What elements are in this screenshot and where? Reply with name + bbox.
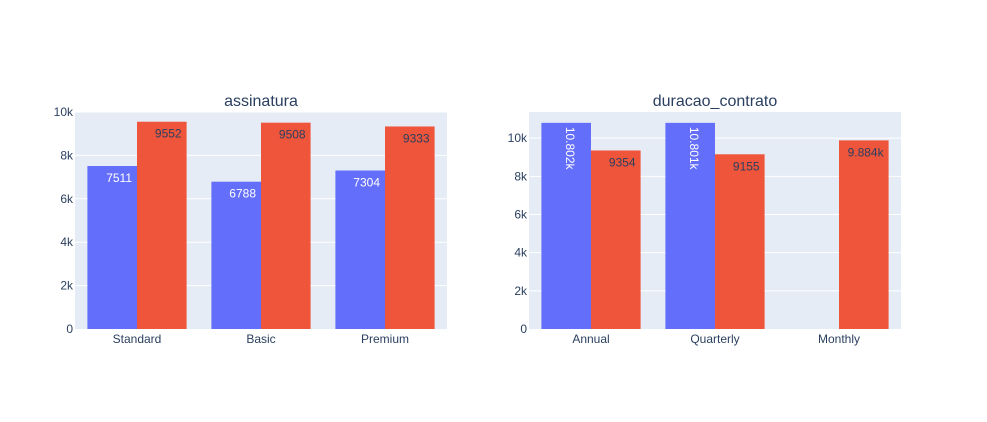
bar [137,121,187,329]
y-tick-label: 6k [514,207,528,221]
x-tick-label: Monthly [818,332,860,346]
x-tick-label: Annual [572,332,609,346]
data-label: 9508 [279,128,306,142]
x-tick-label: Standard [113,332,162,346]
data-label: 9.884k [848,145,885,159]
y-tick-label: 8k [514,169,528,183]
data-label: 9155 [733,159,760,173]
y-tick-label: 10k [508,131,528,145]
data-labels: 10.802k 9354 10.801k 9155 9.884k [563,127,884,173]
bars [87,121,435,330]
x-tick-label: Basic [246,332,275,346]
x-tick-labels: Standard Basic Premium [113,332,409,346]
bar [385,126,435,329]
x-tick-label: Quarterly [690,332,739,346]
y-tick-label: 10k [54,105,74,119]
bar [211,181,261,329]
data-label: 7511 [106,171,132,185]
bars [541,122,889,329]
data-label: 9552 [155,127,182,141]
subplot-duracao-contrato: 10.802k 9354 10.801k 9155 9.884k 0 2k 4k 6k 8k 10… [508,93,901,346]
data-labels: 7511 9552 6788 9508 7304 9333 [106,127,430,201]
data-label: 9354 [609,155,636,169]
x-tick-labels: Annual Quarterly Monthly [572,332,860,346]
bar [261,122,311,330]
data-label: 10.801k [687,127,701,171]
bar [335,170,385,329]
y-tick-label: 0 [66,322,73,336]
subplot-assinatura: 7511 9552 6788 9508 7304 9333 0 2k 4k 6k 8k 10k St… [54,93,447,346]
y-tick-label: 0 [520,322,527,336]
data-label: 9333 [403,131,430,145]
y-tick-label: 2k [514,284,528,298]
data-label: 7304 [353,176,380,190]
bar [839,140,889,329]
y-tick-label: 6k [60,192,74,206]
x-tick-label: Premium [361,332,409,346]
bar [715,154,765,329]
bar [665,122,715,329]
y-tick-labels: 0 2k 4k 6k 8k 10k [508,131,528,336]
data-label: 10.802k [563,127,577,171]
y-tick-label: 2k [60,279,74,293]
y-tick-labels: 0 2k 4k 6k 8k 10k [54,105,74,336]
data-label: 6788 [229,187,256,201]
y-tick-label: 4k [514,246,528,260]
bar [87,166,137,329]
chart-title: assinatura [224,93,298,110]
y-tick-label: 4k [60,235,74,249]
bar [591,150,641,329]
bar [541,122,591,329]
chart-title: duracao_contrato [653,93,778,110]
y-tick-label: 8k [60,148,74,162]
